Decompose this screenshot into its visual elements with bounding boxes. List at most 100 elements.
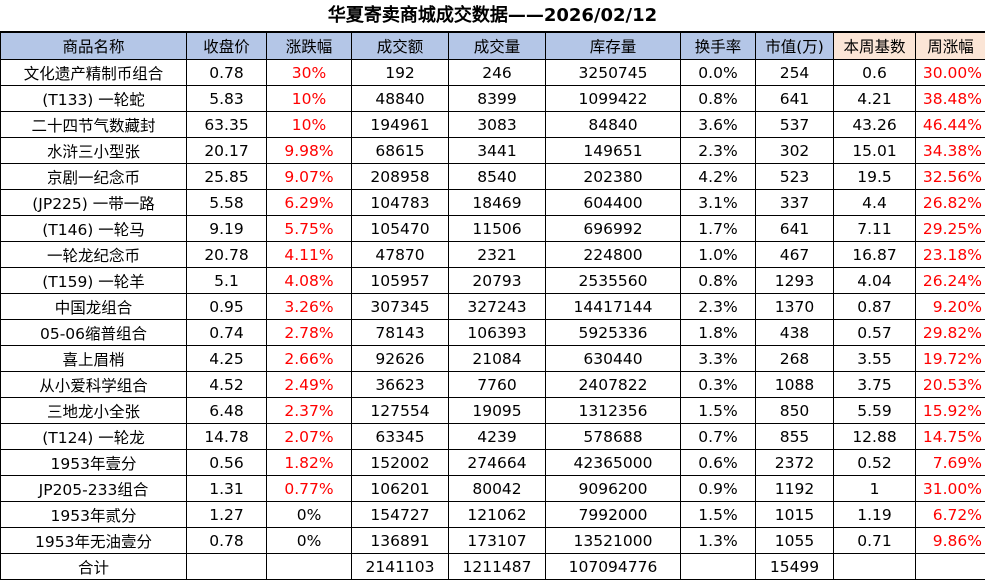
cell-stock[interactable]: 578688	[546, 424, 681, 450]
cell-change[interactable]: 4.08%	[267, 268, 352, 294]
cell-amount[interactable]: 63345	[352, 424, 449, 450]
cell-cap[interactable]: 337	[756, 190, 834, 216]
cell-change[interactable]: 4.11%	[267, 242, 352, 268]
cell-turnover[interactable]: 0.8%	[681, 86, 756, 112]
cell-weekly[interactable]: 30.00%	[916, 60, 985, 86]
cell-base[interactable]: 0.6	[834, 60, 916, 86]
cell-change[interactable]: 2.37%	[267, 398, 352, 424]
cell-volume[interactable]: 3441	[449, 138, 546, 164]
col-header-name[interactable]: 商品名称	[1, 33, 187, 60]
col-header-volume[interactable]: 成交量	[449, 33, 546, 60]
cell-close[interactable]: 5.1	[187, 268, 267, 294]
cell-close[interactable]: 0.78	[187, 528, 267, 554]
cell-turnover[interactable]: 1.7%	[681, 216, 756, 242]
cell-close[interactable]: 0.95	[187, 294, 267, 320]
cell-base[interactable]: 5.59	[834, 398, 916, 424]
cell-turnover[interactable]: 0.3%	[681, 372, 756, 398]
cell-name[interactable]: 从小爱科学组合	[1, 372, 187, 398]
cell-change[interactable]: 10%	[267, 86, 352, 112]
cell-amount[interactable]: 105470	[352, 216, 449, 242]
cell-base[interactable]: 0.57	[834, 320, 916, 346]
cell-volume[interactable]: 274664	[449, 450, 546, 476]
cell-turnover[interactable]: 1.5%	[681, 502, 756, 528]
cell-weekly[interactable]: 29.25%	[916, 216, 985, 242]
cell-change[interactable]: 6.29%	[267, 190, 352, 216]
cell-close[interactable]: 9.19	[187, 216, 267, 242]
cell-amount[interactable]: 36623	[352, 372, 449, 398]
cell-volume[interactable]: 121062	[449, 502, 546, 528]
cell-amount[interactable]: 104783	[352, 190, 449, 216]
cell-volume[interactable]: 8399	[449, 86, 546, 112]
cell-base[interactable]: 0.52	[834, 450, 916, 476]
cell-close[interactable]: 20.78	[187, 242, 267, 268]
cell-cap[interactable]: 302	[756, 138, 834, 164]
cell-turnover[interactable]: 3.6%	[681, 112, 756, 138]
cell-close[interactable]: 0.56	[187, 450, 267, 476]
cell-name[interactable]: (T146) 一轮马	[1, 216, 187, 242]
cell-base[interactable]: 12.88	[834, 424, 916, 450]
cell-cap[interactable]: 2372	[756, 450, 834, 476]
cell-close[interactable]: 5.58	[187, 190, 267, 216]
cell-stock[interactable]: 7992000	[546, 502, 681, 528]
col-header-turnover[interactable]: 换手率	[681, 33, 756, 60]
cell-turnover[interactable]: 2.3%	[681, 138, 756, 164]
cell-stock[interactable]: 604400	[546, 190, 681, 216]
cell-volume[interactable]: 246	[449, 60, 546, 86]
cell-stock[interactable]: 224800	[546, 242, 681, 268]
cell-close[interactable]: 0.74	[187, 320, 267, 346]
cell-name[interactable]: 1953年壹分	[1, 450, 187, 476]
col-header-amount[interactable]: 成交额	[352, 33, 449, 60]
cell-cap[interactable]: 1088	[756, 372, 834, 398]
cell-cap[interactable]: 1370	[756, 294, 834, 320]
col-header-weekly[interactable]: 周涨幅	[916, 33, 985, 60]
cell-stock[interactable]: 2535560	[546, 268, 681, 294]
cell-change[interactable]: 9.98%	[267, 138, 352, 164]
cell-stock[interactable]: 202380	[546, 164, 681, 190]
cell-weekly[interactable]: 32.56%	[916, 164, 985, 190]
cell-close[interactable]: 1.27	[187, 502, 267, 528]
cell-cap[interactable]: 641	[756, 86, 834, 112]
cell-amount[interactable]: 48840	[352, 86, 449, 112]
cell-turnover[interactable]: 3.3%	[681, 346, 756, 372]
cell-weekly[interactable]: 19.72%	[916, 346, 985, 372]
cell-weekly[interactable]: 26.24%	[916, 268, 985, 294]
cell-change[interactable]: 5.75%	[267, 216, 352, 242]
cell-weekly[interactable]: 15.92%	[916, 398, 985, 424]
cell-volume[interactable]: 18469	[449, 190, 546, 216]
cell-amount[interactable]: 47870	[352, 242, 449, 268]
cell-close[interactable]: 14.78	[187, 424, 267, 450]
cell-amount[interactable]: 106201	[352, 476, 449, 502]
cell-turnover[interactable]: 0.9%	[681, 476, 756, 502]
cell-close[interactable]: 25.85	[187, 164, 267, 190]
cell-name[interactable]: 一轮龙纪念币	[1, 242, 187, 268]
cell-volume[interactable]: 8540	[449, 164, 546, 190]
cell-turnover[interactable]: 0.6%	[681, 450, 756, 476]
cell-cap[interactable]: 438	[756, 320, 834, 346]
cell-close[interactable]: 63.35	[187, 112, 267, 138]
cell-change[interactable]: 10%	[267, 112, 352, 138]
cell-amount[interactable]: 127554	[352, 398, 449, 424]
cell-weekly[interactable]: 38.48%	[916, 86, 985, 112]
cell-stock[interactable]: 1099422	[546, 86, 681, 112]
cell-base[interactable]: 0.71	[834, 528, 916, 554]
cell-weekly[interactable]: 20.53%	[916, 372, 985, 398]
cell-name[interactable]: 京剧一纪念币	[1, 164, 187, 190]
cell-turnover[interactable]: 0.7%	[681, 424, 756, 450]
cell-volume[interactable]: 19095	[449, 398, 546, 424]
cell-name[interactable]: (JP225) 一带一路	[1, 190, 187, 216]
cell-name[interactable]: 喜上眉梢	[1, 346, 187, 372]
cell-close[interactable]: 4.52	[187, 372, 267, 398]
cell-stock[interactable]: 3250745	[546, 60, 681, 86]
cell-close[interactable]: 4.25	[187, 346, 267, 372]
cell-weekly[interactable]: 29.82%	[916, 320, 985, 346]
cell-amount[interactable]: 78143	[352, 320, 449, 346]
cell-weekly[interactable]: 23.18%	[916, 242, 985, 268]
cell-weekly[interactable]: 9.20%	[916, 294, 985, 320]
cell-cap[interactable]: 1293	[756, 268, 834, 294]
cell-stock[interactable]: 149651	[546, 138, 681, 164]
cell-base[interactable]: 16.87	[834, 242, 916, 268]
cell-stock[interactable]: 9096200	[546, 476, 681, 502]
cell-turnover[interactable]: 1.5%	[681, 398, 756, 424]
cell-amount[interactable]: 92626	[352, 346, 449, 372]
cell-weekly[interactable]: 46.44%	[916, 112, 985, 138]
